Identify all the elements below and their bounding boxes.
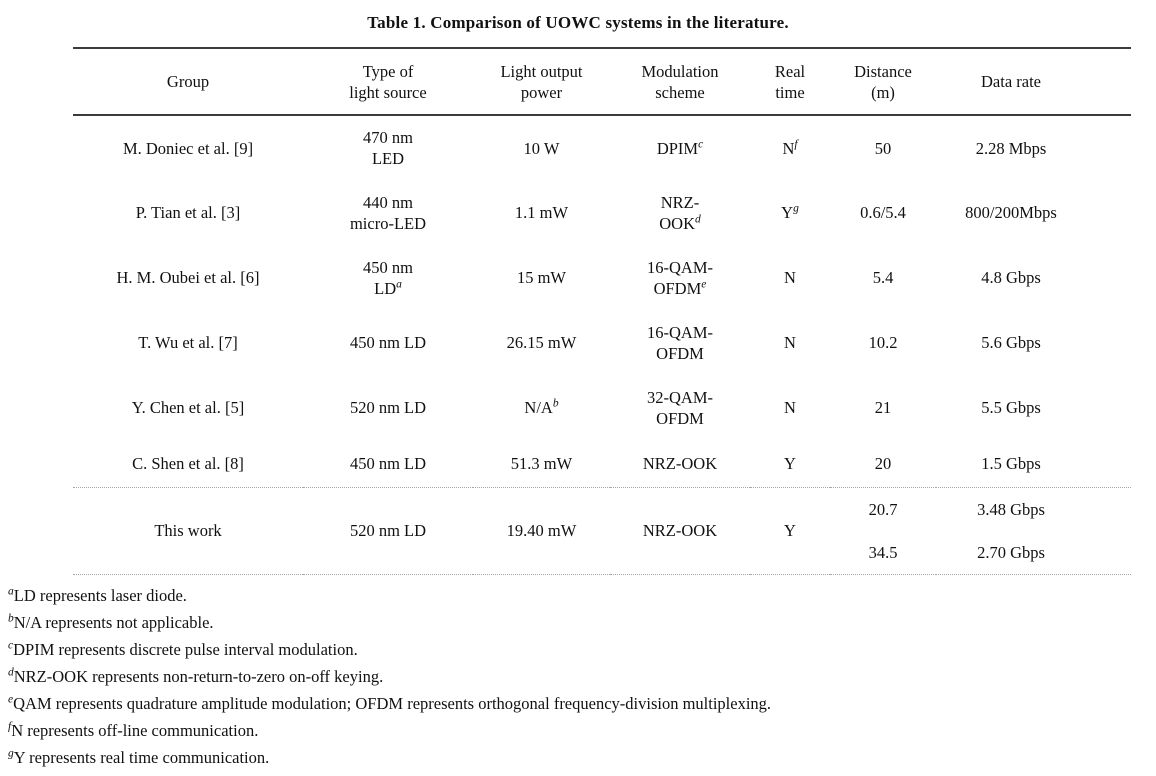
cell-source: 450 nm LDa: [363, 257, 413, 298]
footnote-marker: f: [8, 720, 12, 732]
cell-real-time: N: [784, 333, 796, 352]
footnote-text: NRZ-OOK represents non-return-to-zero on…: [13, 666, 384, 686]
footnote-a: aLD represents laser diode.: [8, 582, 1156, 609]
cell-power: 10 W: [523, 138, 560, 158]
comparison-table: Group Type of light source Light output …: [73, 47, 1131, 575]
cell-source: 520 nm LD: [349, 398, 427, 417]
cell-distance: 10.2: [868, 333, 898, 352]
table-row: Y. Chen et al. [5] 520 nm LD N/Ab 32-QAM…: [73, 375, 1131, 440]
cell-group: P. Tian et al. [3]: [135, 203, 241, 222]
cell-distance: 21: [874, 398, 892, 417]
cell-real-time: Nf: [782, 138, 798, 158]
cell-real-time: Y: [784, 453, 796, 473]
table-row-this-work-2: 34.5 2.70 Gbps: [73, 531, 1131, 575]
cell-distance: 0.6/5.4: [860, 203, 906, 222]
col-header-group: Group: [73, 48, 303, 116]
cell-distance: 20.7: [830, 486, 936, 531]
cell-group: Y. Chen et al. [5]: [131, 398, 245, 417]
col-header-real-time: Real time: [750, 48, 830, 116]
cell-source: 450 nm LD: [349, 333, 427, 352]
table-caption: Table 1. Comparison of UOWC systems in t…: [367, 13, 789, 32]
cell-data-rate: 3.48 Gbps: [936, 486, 1131, 531]
cell-data-rate: 5.6 Gbps: [981, 333, 1041, 352]
cell-power: 1.1 mW: [514, 203, 569, 222]
cell-data-rate: 4.8 Gbps: [981, 268, 1041, 287]
table-row: H. M. Oubei et al. [6] 450 nm LDa 15 mW …: [73, 245, 1131, 310]
footnote-text: Y represents real time communication.: [13, 747, 270, 767]
footnote-marker: d: [8, 666, 14, 678]
cell-source: 520 nm LD: [303, 486, 473, 574]
col-header-source: Type of light source: [303, 48, 473, 116]
cell-real-time: N: [784, 268, 796, 287]
cell-real-time: Yg: [781, 202, 799, 222]
footnote-g: gY represents real time communication.: [8, 744, 1156, 771]
cell-modulation: 32-QAM- OFDM: [647, 387, 713, 428]
table-row: M. Doniec et al. [9] 470 nm LED 10 W DPI…: [73, 115, 1131, 180]
footnote-marker: b: [8, 612, 14, 624]
footnote-d: dNRZ-OOK represents non-return-to-zero o…: [8, 663, 1156, 690]
footnote-text: N/A represents not applicable.: [13, 612, 214, 632]
cell-modulation: NRZ-OOK: [642, 453, 718, 473]
footnote-text: QAM represents quadrature amplitude modu…: [13, 693, 772, 713]
footnote-f: fN represents off-line communication.: [8, 717, 1156, 744]
cell-distance: 5.4: [872, 268, 894, 287]
cell-power: 19.40 mW: [473, 486, 610, 574]
footnote-marker: a: [8, 585, 14, 597]
cell-power: N/Ab: [524, 397, 559, 417]
cell-data-rate: 2.70 Gbps: [977, 542, 1045, 562]
cell-data-rate: 1.5 Gbps: [981, 453, 1041, 473]
cell-group: M. Doniec et al. [9]: [122, 138, 254, 158]
cell-modulation: 16-QAM- OFDMe: [647, 257, 713, 298]
footnote-text: N represents off-line communication.: [11, 720, 259, 740]
cell-modulation: DPIMc: [656, 138, 704, 158]
cell-real-time: N: [784, 398, 796, 417]
col-header-modulation: Modulation scheme: [610, 48, 750, 116]
col-header-data-rate: Data rate: [936, 48, 1131, 116]
footnote-marker: g: [8, 747, 14, 759]
cell-power: 15 mW: [516, 268, 567, 287]
cell-real-time: Y: [750, 486, 830, 574]
table-row: T. Wu et al. [7] 450 nm LD 26.15 mW 16-Q…: [73, 310, 1131, 375]
cell-source: 440 nm micro-LED: [349, 192, 427, 233]
cell-modulation: NRZ-OOK: [610, 486, 750, 574]
header-row: Group Type of light source Light output …: [73, 48, 1131, 116]
cell-modulation: NRZ- OOKd: [659, 192, 701, 233]
footnote-marker: c: [8, 639, 14, 651]
cell-power: 26.15 mW: [506, 333, 577, 352]
footnote-marker: e: [8, 693, 14, 705]
cell-group: H. M. Oubei et al. [6]: [116, 268, 260, 287]
footnote-b: bN/A represents not applicable.: [8, 609, 1156, 636]
cell-group: C. Shen et al. [8]: [132, 453, 244, 473]
cell-distance: 50: [874, 138, 892, 158]
cell-power: 51.3 mW: [510, 453, 573, 473]
col-header-distance: Distance (m): [830, 48, 936, 116]
table-row: C. Shen et al. [8] 450 nm LD 51.3 mW NRZ…: [73, 440, 1131, 487]
cell-data-rate: 800/200Mbps: [965, 203, 1057, 222]
cell-data-rate: 2.28 Mbps: [975, 138, 1047, 158]
cell-group: T. Wu et al. [7]: [138, 333, 238, 352]
footnote-c: cDPIM represents discrete pulse interval…: [8, 636, 1156, 663]
cell-data-rate: 5.5 Gbps: [981, 398, 1041, 417]
footnote-text: LD represents laser diode.: [13, 585, 187, 605]
cell-modulation: 16-QAM- OFDM: [647, 322, 713, 363]
table-row: P. Tian et al. [3] 440 nm micro-LED 1.1 …: [73, 180, 1131, 245]
cell-source: 470 nm LED: [363, 128, 413, 168]
footnote-e: eQAM represents quadrature amplitude mod…: [8, 690, 1156, 717]
cell-source: 450 nm LD: [349, 453, 427, 473]
footnote-text: DPIM represents discrete pulse interval …: [13, 639, 358, 659]
footnotes: aLD represents laser diode. bN/A represe…: [8, 582, 1156, 771]
cell-group: This work: [73, 486, 303, 574]
cell-distance: 34.5: [868, 542, 898, 562]
table-row-this-work: This work 520 nm LD 19.40 mW NRZ-OOK Y 2…: [73, 486, 1131, 574]
col-header-power: Light output power: [473, 48, 610, 116]
cell-distance: 20: [874, 453, 892, 473]
